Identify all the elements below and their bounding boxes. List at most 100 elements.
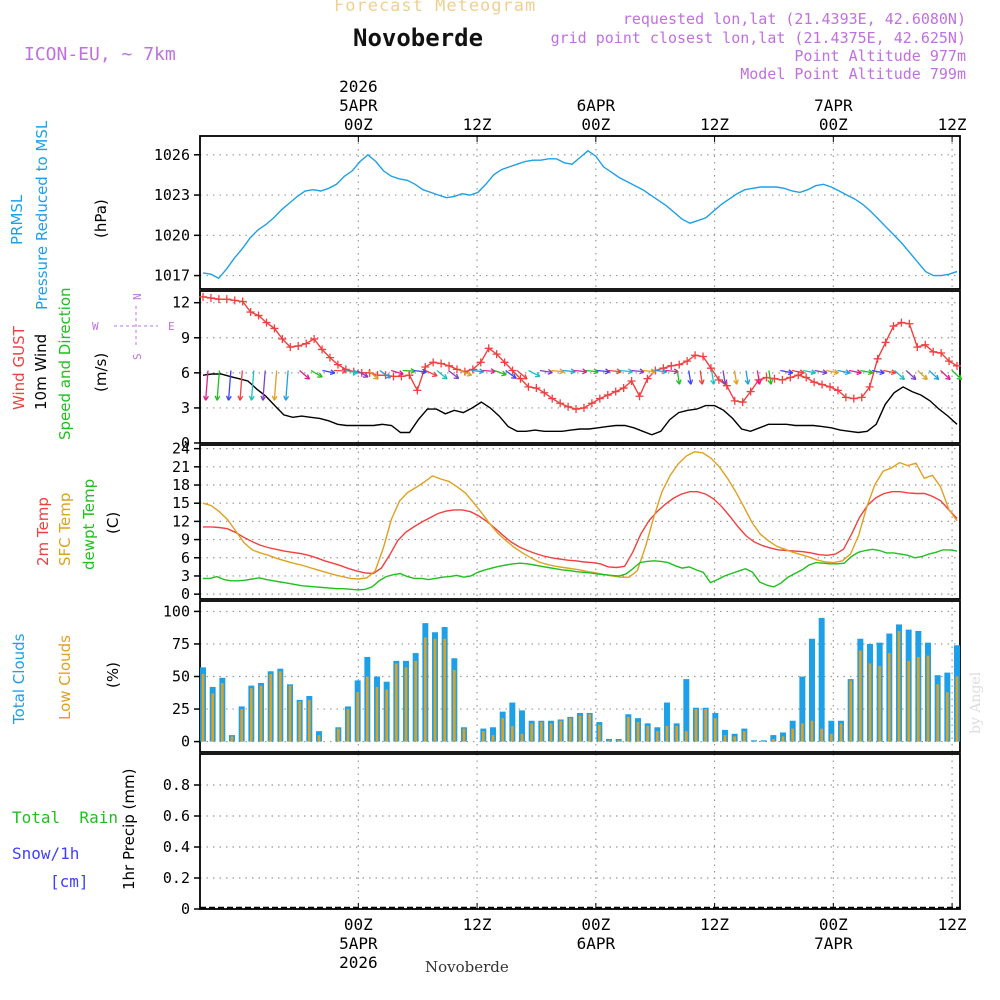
wind-direction-arrow: [848, 369, 862, 374]
gust-marker: [810, 378, 819, 387]
compass-cross: [114, 306, 158, 346]
gust-marker: [222, 295, 231, 304]
point-altitude: Point Altitude 977m: [794, 47, 966, 65]
y-tick-label: 100: [163, 602, 190, 620]
wind-direction-arrow: [390, 369, 404, 375]
wind-arrow-head: [501, 370, 507, 377]
y-tick-label: 12: [172, 294, 190, 312]
wind-direction-arrow: [745, 370, 749, 385]
bottom-time-label: 12Z: [938, 915, 967, 934]
low-cloud-bar: [511, 725, 514, 742]
wind-arrow-head: [710, 379, 717, 385]
wind-arrow-head: [203, 395, 209, 401]
gust-marker: [802, 373, 811, 382]
bottom-time-label: 7APR: [814, 934, 853, 953]
total-cloud-bar: [751, 740, 757, 742]
wind-direction-arrow: [688, 370, 692, 385]
low-cloud-bar: [955, 676, 959, 742]
gust-marker: [333, 360, 342, 369]
wind-direction-arrow: [585, 369, 599, 373]
gust-marker: [699, 352, 708, 361]
bottom-time-label: 12Z: [700, 915, 729, 934]
wind-arrow-head: [522, 374, 528, 380]
low-cloud-bar: [801, 723, 804, 742]
gust-marker: [603, 391, 612, 400]
wind-direction-arrow: [204, 370, 209, 401]
low-cloud-bar: [704, 709, 707, 742]
gust-marker: [611, 387, 620, 396]
low-cloud-bar: [849, 680, 852, 742]
gust-marker: [389, 372, 398, 381]
gust-marker: [675, 360, 684, 369]
top-time-label: 00Z: [819, 115, 848, 134]
wind-direction-arrow: [699, 370, 704, 385]
low-cloud-bar: [259, 685, 263, 742]
wind-direction-arrow: [250, 370, 255, 401]
gust-marker: [214, 295, 223, 304]
low-cloud-bar: [279, 671, 282, 742]
wind-arrow-head: [559, 368, 565, 375]
wind-direction-arrow: [528, 369, 541, 377]
wind-direction-arrow: [928, 370, 940, 380]
low-cloud-bar: [414, 660, 417, 742]
wind-direction-arrow: [310, 369, 323, 378]
bottom-time-label: 5APR: [339, 934, 378, 953]
wind-arrow-head: [466, 371, 473, 377]
low-cloud-bar: [424, 637, 427, 742]
wind-arrow-head: [856, 369, 862, 376]
wind-direction-arrow: [631, 369, 645, 373]
low-cloud-bar: [636, 722, 640, 742]
y-tick-label: 0.4: [163, 838, 190, 856]
wind-arrow-head: [225, 395, 232, 401]
gust-marker: [691, 351, 700, 360]
low-cloud-bar: [859, 650, 862, 742]
low-cloud-bar: [607, 740, 611, 742]
low-cloud-bar: [897, 630, 901, 742]
y-tick-label: 50: [172, 668, 190, 686]
wind-direction-arrow: [505, 369, 517, 379]
low-cloud-bar: [317, 735, 321, 742]
wind-direction-arrow: [379, 369, 391, 379]
y-tick-label: 1023: [154, 186, 190, 204]
gust-marker: [770, 374, 779, 383]
wind-arrow-head: [329, 369, 336, 376]
bottom-time-label: 6APR: [577, 934, 616, 953]
y-tick-label: 12: [172, 512, 190, 530]
gust-marker: [270, 324, 279, 333]
gust-marker: [683, 357, 692, 366]
wind-arrow-head: [432, 371, 438, 378]
low-cloud-bar: [520, 733, 524, 742]
bottom-time-label: 12Z: [463, 915, 492, 934]
gust-marker: [738, 398, 747, 407]
gust-marker: [564, 402, 573, 411]
gust-marker: [302, 339, 311, 348]
gust-marker: [365, 368, 374, 377]
top-time-label: 6APR: [577, 96, 616, 115]
wind-arrow-head: [833, 369, 839, 376]
total-cloud-bar: [818, 617, 825, 742]
panel-frame: [199, 135, 961, 290]
wind-arrow-head: [922, 374, 928, 381]
gust-marker: [929, 347, 938, 356]
bottom-time-label: 2026: [339, 953, 378, 972]
gust-marker: [826, 382, 835, 391]
wind-direction-arrow: [262, 370, 266, 401]
gust-marker: [627, 377, 636, 386]
wind-direction-arrow: [665, 369, 679, 373]
gust-marker: [722, 381, 731, 390]
low-cloud-bar: [433, 638, 437, 742]
wind-arrow-head: [956, 374, 963, 381]
low-cloud-bar: [269, 673, 272, 742]
wind-arrow-head: [214, 395, 221, 401]
gust-marker: [206, 294, 215, 303]
wind-arrow-head: [581, 368, 588, 375]
gridpoint-coords: grid point closest lon,lat (21.4375E, 42…: [550, 29, 966, 47]
low-cloud-bar: [375, 686, 379, 742]
wind-arrow-head: [755, 379, 762, 385]
wind-direction-arrow: [273, 370, 278, 401]
low-cloud-bar: [501, 718, 504, 742]
top-time-label: 5APR: [339, 96, 378, 115]
requested-coords: requested lon,lat (21.4393E, 42.6080N): [622, 10, 966, 28]
wind-direction-arrow: [722, 370, 726, 385]
y-tick-label: 6: [181, 364, 190, 382]
